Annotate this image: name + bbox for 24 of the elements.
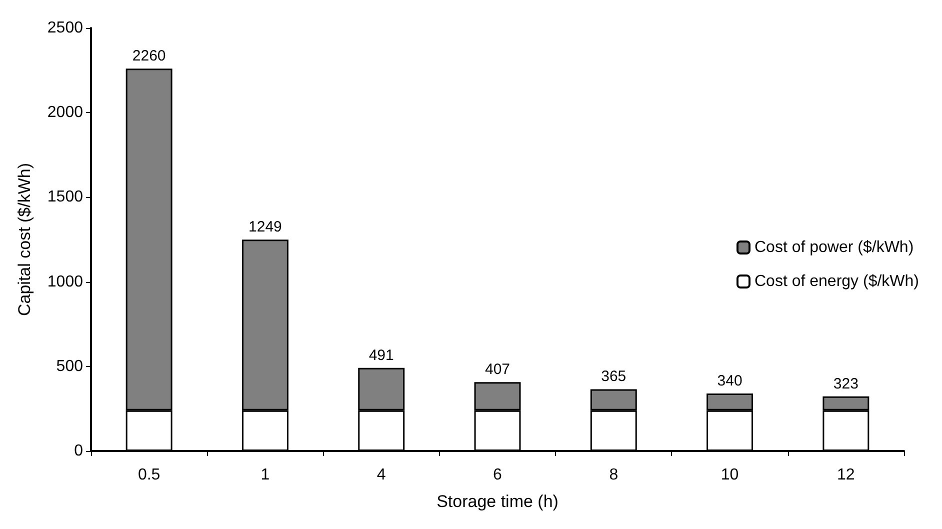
y-tick-label: 1500 xyxy=(47,188,84,206)
x-tick-label: 1 xyxy=(260,466,270,484)
y-tick-label: 500 xyxy=(56,358,84,375)
x-axis-title: Storage time (h) xyxy=(436,492,558,511)
y-tick-label: 2500 xyxy=(47,20,84,36)
y-tick-label: 2000 xyxy=(47,104,84,122)
total-label: 407 xyxy=(484,361,510,378)
x-tick-label: 8 xyxy=(609,466,618,484)
y-tick-label: 0 xyxy=(74,442,84,460)
legend-label: Cost of energy ($/kWh) xyxy=(754,273,919,290)
total-label: 340 xyxy=(717,372,742,390)
x-tick-label: 4 xyxy=(376,466,386,484)
total-label: 323 xyxy=(833,375,858,392)
y-axis-title: Capital cost ($/kWh) xyxy=(15,162,34,316)
total-label: 2260 xyxy=(132,48,166,65)
total-label: 1249 xyxy=(248,218,282,236)
total-label: 365 xyxy=(601,368,626,386)
y-tick-label: 1000 xyxy=(47,273,84,290)
x-tick-label: 0.5 xyxy=(138,466,160,484)
x-tick-label: 10 xyxy=(720,466,739,484)
x-tick-label: 6 xyxy=(493,466,502,484)
x-tick-label: 12 xyxy=(837,466,855,484)
total-label: 491 xyxy=(368,346,394,364)
legend-label: Cost of power ($/kWh) xyxy=(754,239,914,256)
